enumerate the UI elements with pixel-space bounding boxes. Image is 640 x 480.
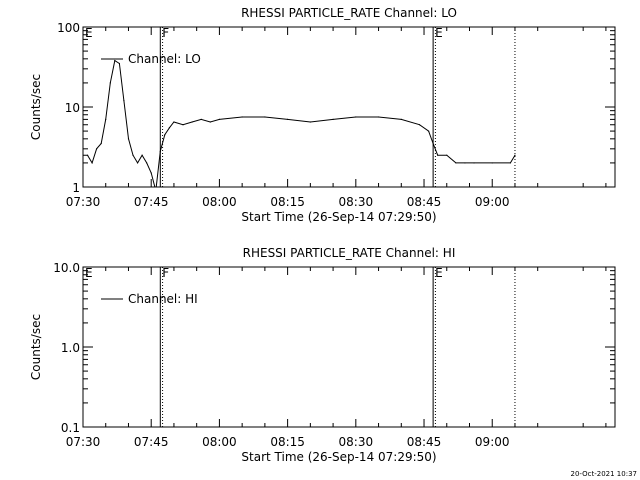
data-point-lo (83, 154, 84, 156)
data-point-lo (377, 116, 380, 118)
marker-label-lo: E (435, 26, 443, 40)
x-tick-label-lo: 08:15 (270, 195, 305, 209)
marker-label-hi: E (435, 266, 443, 280)
data-point-lo (509, 162, 512, 164)
data-point-lo (432, 142, 434, 145)
x-tick-label-hi: 08:30 (339, 435, 374, 449)
x-tick-label-lo: 09:00 (475, 195, 510, 209)
data-point-lo (155, 190, 156, 191)
y-tick-label-hi: 10.0 (53, 261, 80, 275)
x-tick-label-lo: 07:45 (134, 195, 169, 209)
y-tick-label-hi: 0.1 (61, 421, 80, 435)
marker-label-hi: F (162, 266, 169, 280)
data-point-lo (514, 154, 516, 156)
data-point-lo (427, 130, 430, 132)
x-tick-label-hi: 08:00 (202, 435, 237, 449)
data-point-lo (200, 118, 202, 120)
x-tick-label-hi: 07:30 (66, 435, 101, 449)
data-point-lo (96, 148, 98, 150)
x-tick-label-lo: 07:30 (66, 195, 101, 209)
chart-title-lo: RHESSI PARTICLE_RATE Channel: LO (241, 6, 457, 20)
data-point-lo (464, 162, 466, 164)
marker-label-lo: F (162, 26, 169, 40)
data-point-lo (109, 82, 111, 84)
y-tick-label-hi: 1.0 (61, 341, 80, 355)
data-point-lo (287, 118, 289, 120)
x-tick-label-hi: 09:00 (475, 435, 510, 449)
data-point-lo (132, 154, 134, 156)
x-tick-label-lo: 08:30 (339, 195, 374, 209)
data-point-lo (191, 121, 193, 123)
timestamp: 20-Oct-2021 10:37 (570, 470, 637, 478)
y-tick-label-lo: 10 (65, 101, 80, 115)
series-line-lo (83, 59, 516, 187)
x-tick-label-hi: 07:45 (134, 435, 169, 449)
data-point-lo (127, 138, 130, 140)
data-point-lo (146, 162, 148, 164)
x-tick-label-hi: 08:15 (270, 435, 305, 449)
legend-label-lo: Channel: LO (128, 52, 201, 66)
data-point-lo (86, 154, 89, 156)
data-point-lo (446, 154, 448, 156)
data-point-lo (118, 62, 120, 65)
x-tick-label-lo: 08:45 (407, 195, 442, 209)
data-point-lo (136, 162, 139, 164)
data-point-lo (241, 116, 243, 118)
data-point-lo (218, 118, 221, 120)
data-point-lo (173, 121, 175, 123)
data-point-lo (123, 100, 125, 102)
y-tick-label-lo: 100 (57, 21, 80, 35)
data-point-lo (309, 121, 311, 123)
data-point-lo (209, 121, 211, 123)
data-point-lo (400, 118, 402, 120)
data-point-lo (100, 142, 102, 145)
data-point-lo (491, 162, 493, 164)
y-tick-label-lo: 1 (72, 181, 80, 195)
data-point-lo (159, 150, 161, 152)
data-point-lo (332, 118, 334, 120)
data-point-lo (91, 162, 93, 164)
data-point-lo (164, 134, 166, 136)
data-point-lo (418, 124, 421, 126)
data-point-lo (114, 60, 116, 62)
data-point-lo (455, 162, 457, 164)
data-point-lo (182, 124, 184, 126)
chart-title-hi: RHESSI PARTICLE_RATE Channel: HI (243, 246, 456, 260)
y-axis-label-lo: Counts/sec (29, 74, 43, 140)
data-point-lo (141, 154, 143, 156)
data-point-lo (264, 116, 266, 118)
x-axis-label-hi: Start Time (26-Sep-14 07:29:50) (241, 450, 436, 464)
x-tick-label-lo: 08:00 (202, 195, 237, 209)
x-tick-label-hi: 08:45 (407, 435, 442, 449)
marker-label-hi: E (85, 266, 93, 280)
data-point-lo (437, 154, 439, 156)
data-point-lo (473, 162, 475, 164)
data-point-lo (150, 172, 152, 174)
data-point-lo (355, 116, 357, 118)
y-axis-label-hi: Counts/sec (29, 314, 43, 380)
data-point-lo (105, 118, 107, 120)
legend-label-hi: Channel: HI (128, 292, 198, 306)
data-point-lo (168, 127, 170, 129)
marker-label-lo: E (85, 26, 93, 40)
x-axis-label-lo: Start Time (26-Sep-14 07:29:50) (241, 210, 436, 224)
